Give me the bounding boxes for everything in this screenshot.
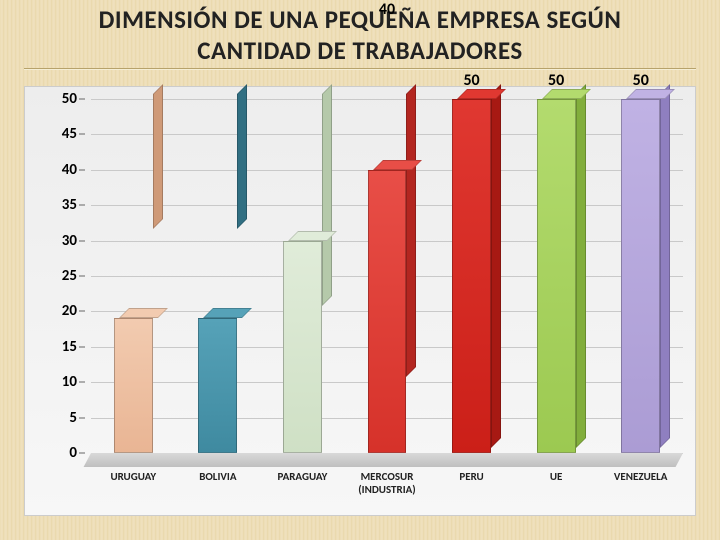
bar-side-face: [491, 84, 501, 448]
slide: DIMENSIÓN DE UNA PEQUEÑA EMPRESA SEGÚN C…: [0, 0, 720, 540]
y-tick-label: 20: [62, 302, 77, 320]
bar-side-face: [322, 84, 332, 306]
data-label: 50: [621, 71, 660, 85]
title-line-2: CANTIDAD DE TRABAJADORES: [197, 35, 522, 66]
slide-title: DIMENSIÓN DE UNA PEQUEÑA EMPRESA SEGÚN C…: [0, 4, 720, 67]
y-tick-mark: [79, 382, 85, 383]
x-tick-label: PARAGUAY: [260, 471, 345, 484]
data-label: 30: [283, 0, 322, 85]
y-tick-mark: [79, 311, 85, 312]
bar-chart: 05101520253035404550 19193040505050 URUG…: [24, 86, 696, 516]
data-label: 19: [198, 0, 237, 85]
bar-front: [452, 99, 491, 453]
bar: 50: [537, 99, 576, 453]
data-label: 50: [537, 71, 576, 85]
bar-front: [198, 318, 237, 453]
data-label: 19: [114, 0, 153, 85]
y-tick-label: 10: [62, 373, 77, 391]
x-tick-label: BOLIVIA: [176, 471, 261, 484]
y-tick-label: 50: [62, 90, 77, 108]
y-tick-mark: [79, 99, 85, 100]
y-tick-label: 30: [62, 232, 77, 250]
y-tick-mark: [79, 346, 85, 347]
bar-side-face: [237, 84, 247, 229]
bar: 50: [452, 99, 491, 453]
x-tick-label: UE: [514, 471, 599, 484]
y-tick-mark: [79, 169, 85, 170]
bar-front: [283, 241, 322, 453]
data-label: 40: [368, 0, 407, 85]
y-tick-label: 45: [62, 125, 77, 143]
x-tick-label: VENEZUELA: [598, 471, 683, 484]
y-tick-label: 25: [62, 267, 77, 285]
bar-side-face: [660, 84, 670, 448]
plot-area: 19193040505050: [91, 99, 683, 467]
plot-inner: 19193040505050: [91, 99, 683, 453]
bar: 30: [283, 99, 322, 453]
plot-floor: [84, 453, 683, 467]
x-tick-label: PERU: [429, 471, 514, 484]
bar-side-face: [406, 84, 416, 377]
y-tick-mark: [79, 453, 85, 454]
bar: 40: [368, 99, 407, 453]
title-line-1: DIMENSIÓN DE UNA PEQUEÑA EMPRESA SEGÚN: [99, 4, 622, 35]
bar-side-face: [576, 84, 586, 448]
y-tick-label: 15: [62, 338, 77, 356]
y-tick-mark: [79, 134, 85, 135]
x-tick-label: MERCOSUR (INDUSTRIA): [345, 471, 430, 496]
bar-front: [114, 318, 153, 453]
y-axis-ticks: 05101520253035404550: [25, 99, 85, 453]
y-tick-mark: [79, 205, 85, 206]
y-tick-label: 40: [62, 161, 77, 179]
bar-front: [537, 99, 576, 453]
y-tick-label: 0: [69, 444, 77, 462]
bar-top-face: [119, 308, 168, 318]
y-tick-mark: [79, 240, 85, 241]
bar: 19: [114, 99, 153, 453]
bar: 19: [198, 99, 237, 453]
bar-top-face: [203, 308, 252, 318]
y-tick-mark: [79, 417, 85, 418]
bar-side-face: [153, 84, 163, 229]
y-tick-mark: [79, 276, 85, 277]
x-axis-labels: URUGUAYBOLIVIAPARAGUAYMERCOSUR (INDUSTRI…: [91, 471, 683, 511]
data-label: 50: [452, 71, 491, 85]
bar: 50: [621, 99, 660, 453]
y-tick-label: 5: [69, 409, 77, 427]
x-tick-label: URUGUAY: [91, 471, 176, 484]
y-tick-label: 35: [62, 196, 77, 214]
bar-front: [621, 99, 660, 453]
bar-front: [368, 170, 407, 453]
